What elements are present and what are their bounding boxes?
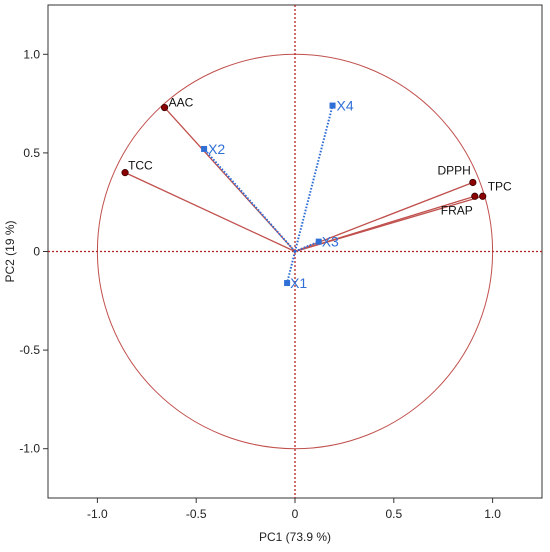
vector-x1: [286, 251, 296, 284]
point-x3: [315, 238, 322, 245]
point-frap: [471, 192, 479, 200]
vector-x2: [203, 148, 296, 253]
vector-x3: [294, 240, 320, 253]
x-tick-label: 1.0: [484, 507, 501, 521]
vector-x4: [294, 105, 334, 252]
y-tick-label: 0: [33, 245, 40, 259]
label-x3: X3: [322, 234, 339, 250]
point-dpph: [469, 178, 477, 187]
tick-marks: -1.0 -0.5 0 0.5 1.0 -1.0 -0.5 0 0.5 1.0: [19, 47, 501, 521]
label-tpc: TPC: [488, 179, 512, 193]
loading-vectors-layer: [121, 102, 487, 287]
x-tick-label: 0: [292, 507, 299, 521]
y-axis-title: PC2 (19 %): [3, 220, 17, 282]
point-x1: [284, 280, 291, 287]
point-x4: [329, 102, 336, 109]
point-tpc: [479, 192, 487, 200]
vector-tcc: [124, 172, 296, 253]
point-aac: [160, 103, 169, 112]
label-x4: X4: [337, 98, 354, 114]
y-tick-label: 0.5: [23, 146, 40, 160]
vector-dpph: [294, 181, 474, 253]
x-tick-label: -0.5: [186, 507, 207, 521]
point-tcc: [121, 169, 129, 177]
x-tick-label: -1.0: [87, 507, 108, 521]
label-x2: X2: [208, 141, 225, 157]
label-aac: AAC: [169, 96, 194, 110]
label-dpph: DPPH: [437, 163, 470, 177]
x-tick-label: 0.5: [385, 507, 402, 521]
y-tick-label: -1.0: [19, 442, 40, 456]
y-tick-label: -0.5: [19, 343, 40, 357]
y-tick-label: 1.0: [23, 47, 40, 61]
x-axis-title: PC1 (73.9 %): [259, 530, 331, 544]
vector-frap: [294, 195, 476, 253]
point-labels-layer: AAC TCC DPPH TPC FRAP X1 X2 X3 X4: [128, 96, 512, 292]
label-frap: FRAP: [441, 203, 473, 217]
label-tcc: TCC: [128, 159, 153, 173]
label-x1: X1: [290, 275, 307, 291]
point-x2: [201, 145, 208, 152]
